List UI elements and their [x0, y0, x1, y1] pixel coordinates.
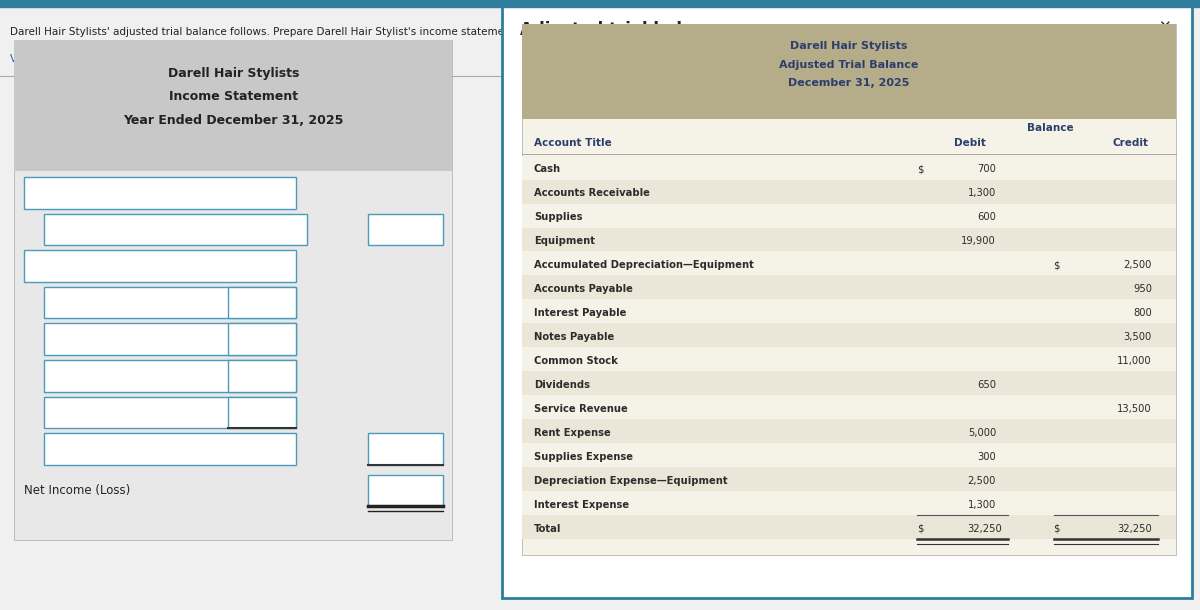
Text: —: — [1134, 20, 1150, 35]
Bar [522, 24, 1176, 119]
Bar [228, 287, 295, 318]
Bar [522, 419, 1176, 443]
Text: 300: 300 [977, 452, 996, 462]
Bar [44, 396, 296, 428]
Text: 1,300: 1,300 [967, 188, 996, 198]
Bar [522, 467, 1176, 491]
Bar [44, 287, 296, 318]
Bar [522, 251, 1176, 276]
Text: Cash: Cash [534, 164, 562, 174]
Text: Interest Expense: Interest Expense [534, 500, 629, 510]
Text: ✕: ✕ [1158, 20, 1171, 35]
Text: 1,300: 1,300 [967, 500, 996, 510]
Bar [522, 491, 1176, 515]
Text: Depreciation Expense—Equipment: Depreciation Expense—Equipment [534, 476, 727, 486]
Text: Dividends: Dividends [534, 380, 590, 390]
Bar [522, 395, 1176, 419]
Bar [522, 276, 1176, 300]
Text: Total: Total [534, 523, 562, 534]
Text: 650: 650 [977, 380, 996, 390]
Text: 950: 950 [1133, 284, 1152, 294]
Bar [368, 433, 443, 465]
Text: Accounts Receivable: Accounts Receivable [534, 188, 650, 198]
Bar [44, 214, 307, 245]
Text: Accounts Payable: Accounts Payable [534, 284, 632, 294]
Bar [502, 6, 1192, 598]
Bar [522, 179, 1176, 204]
Text: Common Stock: Common Stock [534, 356, 618, 366]
Text: Credit: Credit [1112, 138, 1148, 148]
Text: 3,500: 3,500 [1123, 332, 1152, 342]
Text: Debit: Debit [954, 138, 985, 148]
Text: Income Statement: Income Statement [169, 90, 298, 103]
Text: 700: 700 [977, 164, 996, 174]
Bar [228, 360, 295, 392]
Text: Accumulated Depreciation—Equipment: Accumulated Depreciation—Equipment [534, 260, 754, 270]
Bar [44, 433, 296, 465]
Text: 13,500: 13,500 [1117, 404, 1152, 414]
Text: Service Revenue: Service Revenue [534, 404, 628, 414]
Text: View the adjusted trial balance.: View the adjusted trial balance. [10, 54, 175, 63]
Bar [14, 40, 452, 171]
Text: 2,500: 2,500 [967, 476, 996, 486]
Bar [228, 323, 295, 355]
Text: 19,900: 19,900 [961, 236, 996, 246]
Text: Equipment: Equipment [534, 236, 595, 246]
Text: 11,000: 11,000 [1117, 356, 1152, 366]
Bar [44, 360, 296, 392]
Text: Balance: Balance [1027, 123, 1073, 133]
Bar [24, 250, 295, 282]
Bar [522, 443, 1176, 467]
Bar [368, 214, 443, 245]
Text: 32,250: 32,250 [967, 523, 1002, 534]
Bar [24, 177, 295, 209]
Text: December 31, 2025: December 31, 2025 [788, 78, 910, 88]
Text: Notes Payable: Notes Payable [534, 332, 614, 342]
Text: 32,250: 32,250 [1117, 523, 1152, 534]
Text: Adjusted Trial Balance: Adjusted Trial Balance [779, 60, 919, 70]
Text: Darell Hair Stylists: Darell Hair Stylists [168, 67, 299, 80]
Text: Rent Expense: Rent Expense [534, 428, 611, 438]
Bar [368, 475, 443, 506]
Bar [522, 323, 1176, 347]
Bar [522, 228, 1176, 251]
Bar [228, 396, 295, 428]
Text: 600: 600 [977, 212, 996, 222]
Text: Adjusted trial balance: Adjusted trial balance [520, 21, 726, 40]
Text: $: $ [917, 523, 923, 534]
Text: 800: 800 [1133, 308, 1152, 318]
Text: Darell Hair Stylists' adjusted trial balance follows. Prepare Darell Hair Stylis: Darell Hair Stylists' adjusted trial bal… [10, 27, 725, 37]
Text: 2,500: 2,500 [1123, 260, 1152, 270]
Text: Year Ended December 31, 2025: Year Ended December 31, 2025 [124, 114, 343, 127]
Text: Interest Payable: Interest Payable [534, 308, 626, 318]
Text: Supplies Expense: Supplies Expense [534, 452, 634, 462]
Text: Supplies: Supplies [534, 212, 582, 222]
Text: $: $ [1054, 523, 1060, 534]
Bar [522, 204, 1176, 228]
Bar [522, 371, 1176, 395]
Bar [14, 40, 452, 540]
Bar [44, 323, 296, 355]
Bar [522, 24, 1176, 555]
Bar [0, 0, 1200, 7]
Text: Net Income (Loss): Net Income (Loss) [24, 484, 131, 497]
Text: $: $ [917, 164, 923, 174]
Bar [522, 515, 1176, 539]
Bar [522, 156, 1176, 179]
Text: Darell Hair Stylists: Darell Hair Stylists [791, 41, 907, 51]
Text: Account Title: Account Title [534, 138, 612, 148]
Bar [522, 347, 1176, 371]
Text: 5,000: 5,000 [967, 428, 996, 438]
Bar [522, 300, 1176, 323]
Text: $: $ [1054, 260, 1060, 270]
